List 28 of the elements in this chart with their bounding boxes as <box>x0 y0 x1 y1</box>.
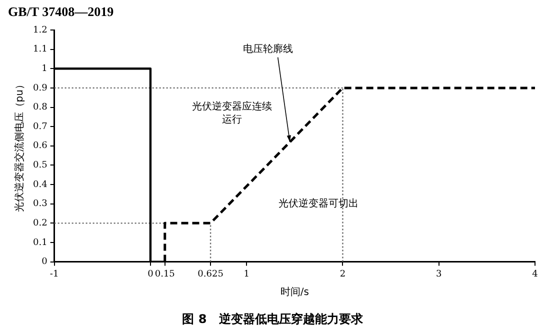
x-tick-label: 0.15 <box>154 270 176 280</box>
x-axis-title: 时间/s <box>280 286 309 298</box>
y-tick-label: 1.1 <box>32 44 48 55</box>
y-tick-label: 0.6 <box>32 141 48 152</box>
y-tick-label: 0.7 <box>32 122 48 132</box>
x-tick-label: 2 <box>340 270 346 280</box>
x-tick-label: 1 <box>244 270 250 280</box>
x-tick-label: 0 <box>148 270 154 280</box>
x-tick-label: 4 <box>532 270 538 280</box>
y-tick-label: 0.8 <box>32 102 48 113</box>
annotation: 光伏逆变器可切出 <box>278 197 359 210</box>
text: 图 8 逆变器低电压穿越能力要求 <box>182 312 364 326</box>
y-tick-label: 0.4 <box>32 180 48 190</box>
y-tick-label: 0.5 <box>32 160 48 171</box>
y-tick-label: 0.9 <box>32 83 48 94</box>
x-tick-label: 0.625 <box>198 270 224 280</box>
y-tick-label: 1 <box>42 64 48 74</box>
y-tick-label: 0 <box>42 257 48 268</box>
annotation: 电压轮廓线 <box>242 42 293 55</box>
y-axis-title: 光伏逆变器交流侧电压（pu） <box>14 80 26 212</box>
text: GB/T 37408—2019 <box>8 4 114 19</box>
annotation: 光伏逆变器应连续运行 <box>192 100 272 126</box>
y-tick-label: 1.2 <box>32 25 48 36</box>
y-tick-label: 0.2 <box>32 218 48 229</box>
x-tick-label: -1 <box>50 270 59 280</box>
y-tick-label: 0.1 <box>32 238 48 248</box>
x-tick-label: 3 <box>436 270 442 280</box>
y-tick-label: 0.3 <box>32 199 48 210</box>
